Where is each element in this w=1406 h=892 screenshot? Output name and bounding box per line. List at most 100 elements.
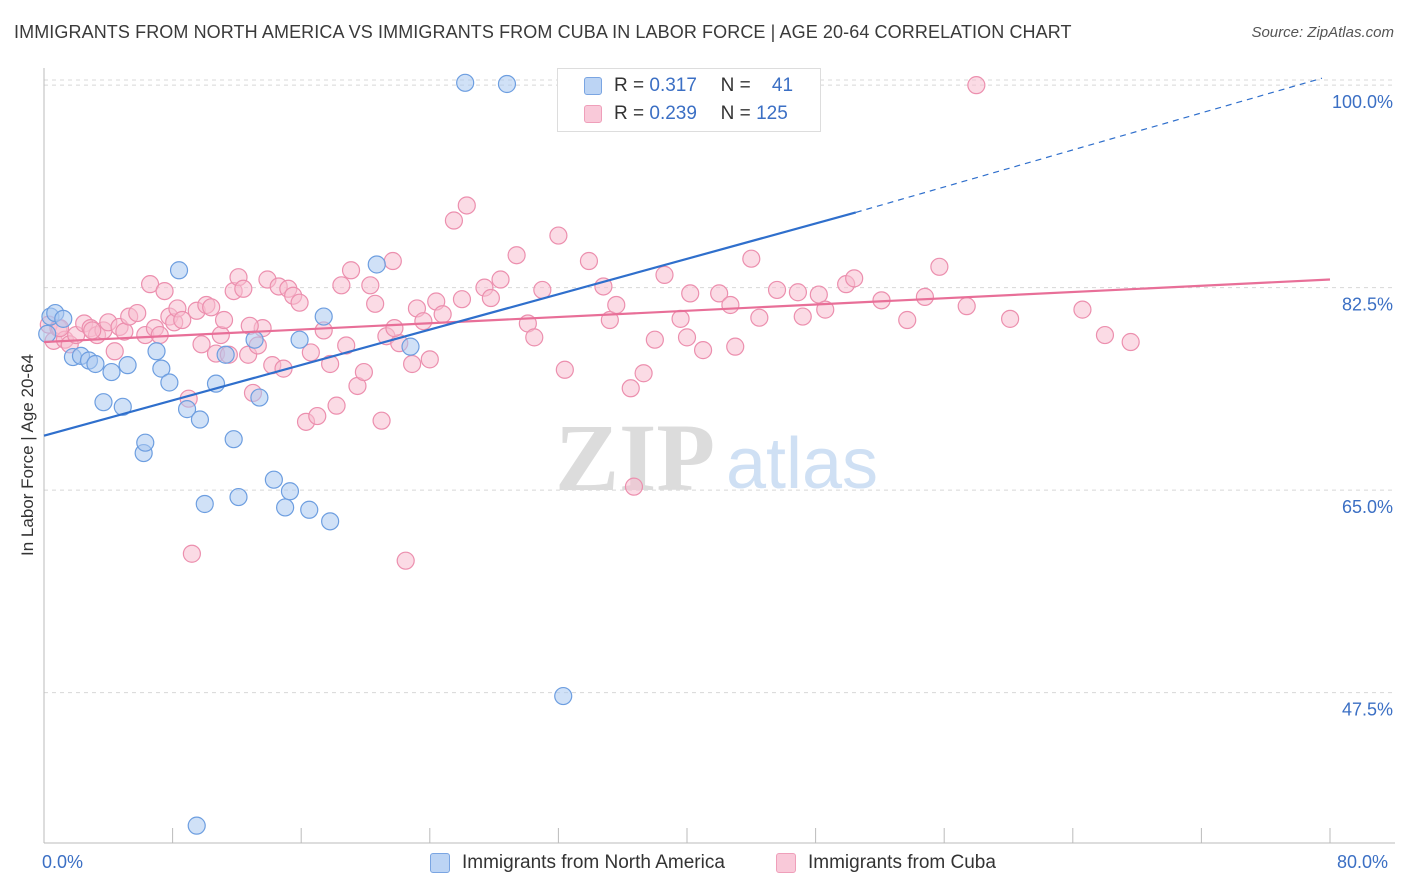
north-america-point (314, 307, 333, 326)
north-america-point (367, 255, 386, 274)
north-america-point (216, 345, 235, 364)
cuba-point (383, 251, 402, 271)
cuba-point (366, 294, 385, 313)
legend-label-north-america: Immigrants from North America (462, 852, 725, 873)
legend-swatch-pink (776, 853, 796, 873)
north-america-point (54, 309, 73, 328)
legend-row-cuba: R = 0.239 N = 125 (584, 102, 788, 126)
legend-r-value: 0.317 (649, 75, 697, 96)
cuba-point (710, 284, 729, 303)
cuba-point (645, 330, 664, 349)
cuba-point (234, 279, 253, 298)
cuba-point (301, 343, 320, 362)
cuba-point (414, 312, 433, 331)
cuba-point (681, 284, 700, 303)
north-america-point (229, 487, 248, 507)
legend-swatch-blue (430, 853, 450, 873)
cuba-point (767, 280, 787, 300)
cuba-point (491, 270, 510, 289)
north-america-point (245, 330, 264, 349)
legend-item-cuba: Immigrants from Cuba (776, 852, 996, 874)
cuba-point (930, 257, 949, 276)
x-tick-label-max: 80.0% (1337, 852, 1389, 872)
north-america-point (187, 816, 206, 835)
series-north-america-points (38, 73, 812, 835)
north-america-trend-extension (855, 77, 1323, 213)
north-america-point (169, 261, 189, 280)
north-america-point (118, 356, 137, 375)
watermark-atlas: atlas (726, 424, 878, 504)
chart-title: IMMIGRANTS FROM NORTH AMERICA VS IMMIGRA… (14, 22, 1072, 42)
cuba-point (337, 336, 356, 355)
cuba-point (452, 290, 472, 309)
cuba-point (481, 288, 500, 308)
cuba-point (915, 287, 935, 306)
north-america-point (497, 74, 517, 94)
north-america-point (321, 512, 340, 531)
cuba-point (361, 276, 380, 295)
y-tick-labels: 47.5% 65.0% 82.5% 100.0% (1332, 92, 1393, 719)
legend-n-value: 41 (771, 75, 794, 96)
cuba-point (457, 196, 476, 215)
cuba-point (332, 276, 351, 295)
cuba-point (525, 328, 544, 347)
legend-r-value: 0.239 (649, 103, 697, 124)
legend-n-value: 125 (756, 103, 788, 124)
cuba-point (308, 406, 327, 426)
cuba-point (1121, 332, 1140, 352)
cuba-point (555, 360, 574, 379)
north-america-point (86, 354, 105, 374)
cuba-point (816, 300, 835, 319)
cuba-point (290, 293, 309, 312)
y-tick-label: 47.5% (1342, 700, 1393, 720)
legend-r-label: R = (614, 75, 645, 96)
y-tick-label: 65.0% (1342, 497, 1393, 517)
x-tick-label-min: 0.0% (42, 852, 84, 872)
cuba-point (1095, 325, 1115, 345)
cuba-point (105, 342, 124, 361)
axis-layer (43, 68, 1395, 844)
north-america-point (190, 410, 210, 429)
north-america-point (290, 330, 309, 349)
cuba-point (1001, 309, 1020, 328)
legend-item-north-america: Immigrants from North America (430, 852, 725, 874)
y-axis-label: In Labor Force | Age 20-64 (18, 354, 37, 556)
stats-legend: R = 0.317 N = 41 R = 0.239 N = 125 (557, 68, 821, 132)
legend-n-label: N = (720, 103, 751, 124)
cuba-point (845, 269, 864, 288)
cuba-trend-line (43, 278, 1331, 344)
series-legend: Immigrants from North America Immigrants… (0, 852, 1406, 878)
north-america-point (195, 494, 214, 514)
north-america-point (160, 373, 179, 392)
north-america-point (264, 470, 283, 489)
cuba-point (621, 379, 640, 398)
cuba-point (372, 411, 391, 430)
cuba-point (671, 309, 690, 328)
trend-lines (43, 77, 1331, 437)
cuba-point (898, 310, 917, 330)
north-america-trend-line (43, 211, 857, 437)
cuba-point (211, 325, 230, 345)
north-america-point (401, 337, 420, 356)
cuba-point (140, 275, 160, 294)
cuba-point (433, 305, 452, 324)
cuba-point (182, 544, 201, 563)
cuba-point (396, 551, 415, 570)
north-america-point (94, 393, 113, 412)
legend-swatch-blue (584, 77, 602, 95)
cuba-point (327, 396, 346, 415)
cuba-point (128, 303, 147, 323)
north-america-point (152, 359, 171, 378)
cuba-point (624, 477, 644, 496)
cuba-point (192, 335, 211, 354)
cuba-point (655, 265, 674, 284)
north-america-point (102, 362, 121, 382)
legend-label-cuba: Immigrants from Cuba (808, 852, 996, 873)
cuba-point (967, 76, 986, 95)
north-america-point (177, 400, 197, 419)
cuba-point (173, 310, 192, 330)
cuba-point (809, 285, 828, 304)
cuba-point (341, 261, 361, 280)
cuba-point (1073, 300, 1092, 319)
